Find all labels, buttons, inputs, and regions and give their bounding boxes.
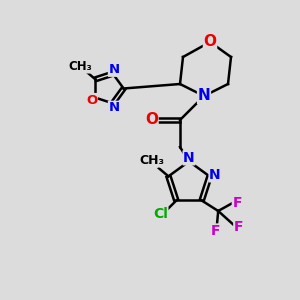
Text: O: O xyxy=(203,34,217,50)
Text: N: N xyxy=(183,151,195,165)
Text: N: N xyxy=(209,168,221,182)
Text: O: O xyxy=(86,94,98,106)
Text: O: O xyxy=(145,112,158,128)
Text: F: F xyxy=(210,224,220,238)
Text: N: N xyxy=(109,63,120,76)
Text: CH₃: CH₃ xyxy=(68,60,92,73)
Text: CH₃: CH₃ xyxy=(140,154,164,167)
Text: N: N xyxy=(109,101,120,114)
Text: N: N xyxy=(198,88,210,104)
Text: F: F xyxy=(232,196,242,211)
Text: Cl: Cl xyxy=(153,207,168,221)
Text: F: F xyxy=(234,220,243,234)
